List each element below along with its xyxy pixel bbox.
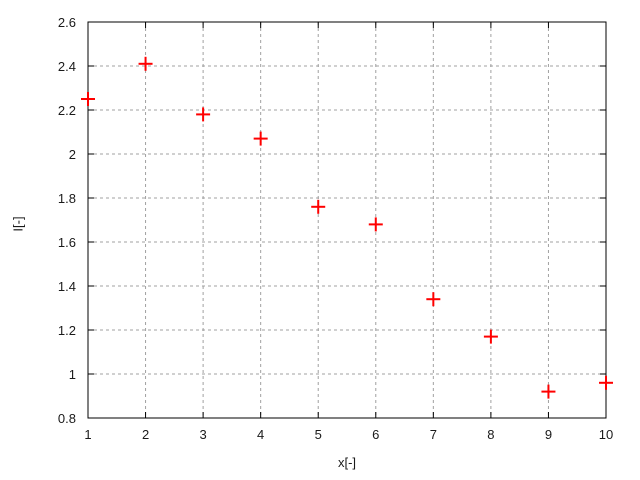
y-tick-label: 2.4 (58, 59, 76, 74)
x-axis-label: x[-] (337, 455, 357, 470)
y-axis-label: I[-] (10, 216, 26, 232)
x-tick-label: 2 (142, 427, 149, 442)
y-tick-label: 1.4 (58, 279, 76, 294)
x-tick-label: 1 (84, 427, 91, 442)
x-tick-label: 8 (487, 427, 494, 442)
y-tick-label: 2.6 (58, 15, 76, 30)
y-tick-label: 1.6 (58, 235, 76, 250)
y-tick-label: 1.2 (58, 323, 76, 338)
y-tick-label: 1 (69, 367, 76, 382)
x-tick-label: 9 (545, 427, 552, 442)
x-tick-label: 7 (430, 427, 437, 442)
y-tick-label: 2.2 (58, 103, 76, 118)
plot-border (87, 21, 607, 419)
y-tick-label: 2 (69, 147, 76, 162)
x-tick-label: 10 (599, 427, 613, 442)
x-tick-label: 5 (315, 427, 322, 442)
y-tick-label: 1.8 (58, 191, 76, 206)
y-tick-label: 0.8 (58, 411, 76, 426)
x-tick-label: 6 (372, 427, 379, 442)
x-tick-label: 3 (199, 427, 206, 442)
x-tick-label: 4 (257, 427, 264, 442)
